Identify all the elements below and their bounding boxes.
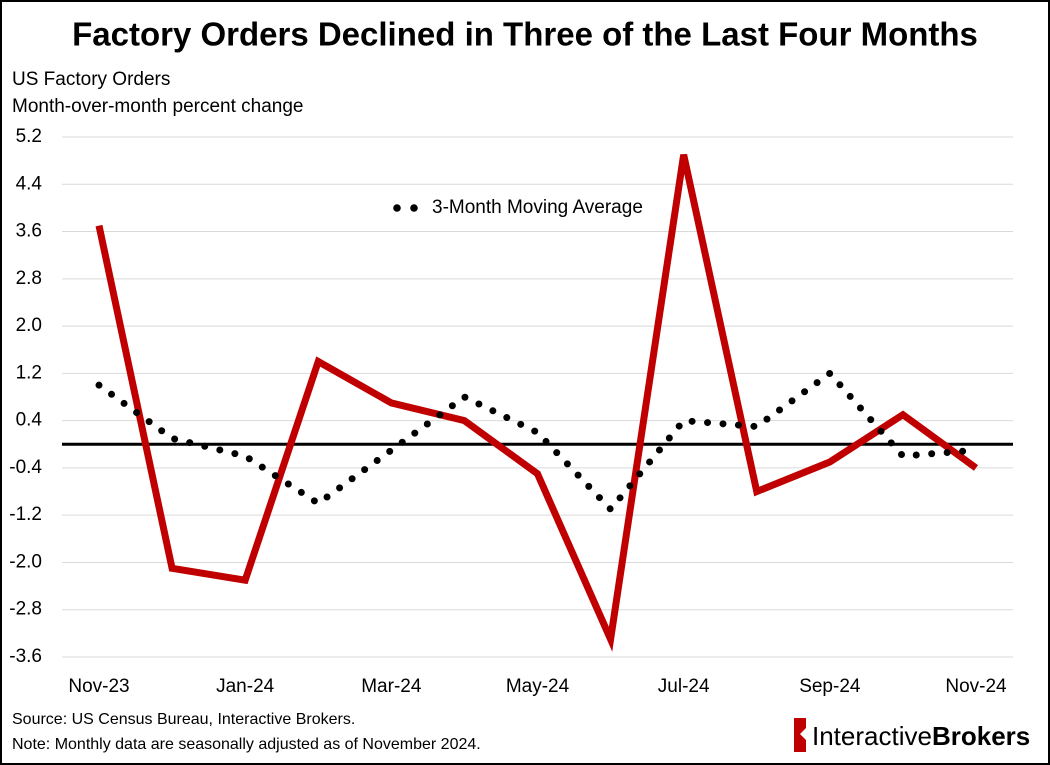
- y-tick-label: 4.4: [16, 173, 43, 194]
- y-tick-label: 5.2: [16, 126, 42, 147]
- y-tick-label: 2.0: [16, 315, 42, 336]
- brand-first: Interactive: [812, 721, 932, 751]
- plot: 5.2 4.4 3.6 2.8 2.0 1.2 0.4 -0.4 -1.2 -2.0 -2.8 -3.…: [9, 126, 1013, 697]
- y-tick-label: -2.0: [9, 551, 42, 572]
- y-tick-label: -3.6: [9, 646, 42, 667]
- y-tick-label: -0.4: [9, 457, 42, 478]
- y-tick-label: 0.4: [16, 410, 43, 431]
- subtitle: US Factory Orders: [12, 69, 170, 90]
- x-tick-label: Sep-24: [799, 676, 861, 697]
- y-tick-label: 3.6: [16, 221, 42, 242]
- brand: InteractiveBrokers: [812, 721, 1030, 751]
- x-tick-label: Jan-24: [216, 676, 275, 697]
- y-tick-label: -2.8: [9, 599, 42, 620]
- source-note: Source: US Census Bureau, Interactive Br…: [12, 711, 355, 728]
- logo-icon: [794, 718, 806, 752]
- legend-symbol: [410, 204, 418, 212]
- brand-second: Brokers: [932, 721, 1030, 751]
- x-tick-label: May-24: [506, 676, 570, 697]
- legend-label: 3-Month Moving Average: [432, 197, 643, 218]
- x-tick-label: Nov-24: [945, 676, 1007, 697]
- x-tick-label: Jul-24: [658, 676, 710, 697]
- x-tick-label: Mar-24: [361, 676, 422, 697]
- y-tick-label: -1.2: [9, 504, 42, 525]
- subtitle: Month-over-month percent change: [12, 96, 304, 117]
- legend-symbol: [393, 204, 401, 212]
- y-tick-label: 1.2: [16, 362, 42, 383]
- chart-title: Factory Orders Declined in Three of the …: [72, 16, 978, 53]
- x-tick-label: Nov-23: [68, 676, 129, 697]
- y-tick-label: 2.8: [16, 268, 42, 289]
- series-line: [95, 368, 980, 515]
- series-line: [95, 153, 979, 652]
- note: Note: Monthly data are seasonally adjust…: [12, 736, 481, 753]
